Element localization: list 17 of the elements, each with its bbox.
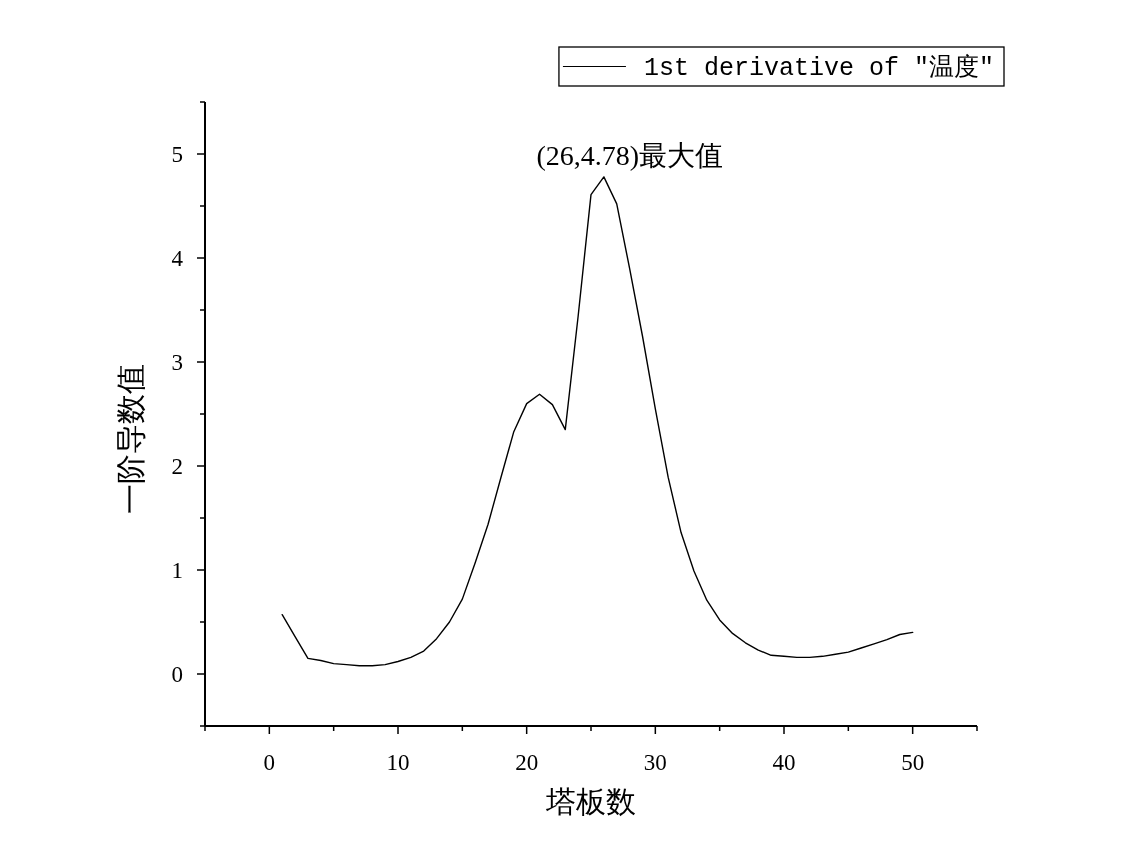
x-tick-label: 50 xyxy=(901,750,925,775)
x-axis-title: 塔板数 xyxy=(545,785,636,818)
y-tick-label: 3 xyxy=(171,350,183,375)
x-tick-label: 30 xyxy=(643,750,667,775)
x-tick-label: 0 xyxy=(263,750,276,775)
x-tick-label: 10 xyxy=(386,750,410,775)
annotation: (26,4.78)最大值 xyxy=(536,139,724,171)
y-tick-label: 1 xyxy=(171,558,183,583)
x-tick-label: 40 xyxy=(772,750,796,775)
y-tick-label: 0 xyxy=(171,662,183,687)
legend-label: 1st derivative of "温度" xyxy=(643,52,994,83)
x-tick-label: 20 xyxy=(515,750,539,775)
y-tick-label: 5 xyxy=(171,142,183,167)
y-axis-title: 一阶导数值 xyxy=(113,364,147,514)
y-tick-label: 4 xyxy=(171,246,184,271)
y-tick-label: 2 xyxy=(171,454,183,479)
legend: 1st derivative of "温度" xyxy=(558,46,1005,87)
